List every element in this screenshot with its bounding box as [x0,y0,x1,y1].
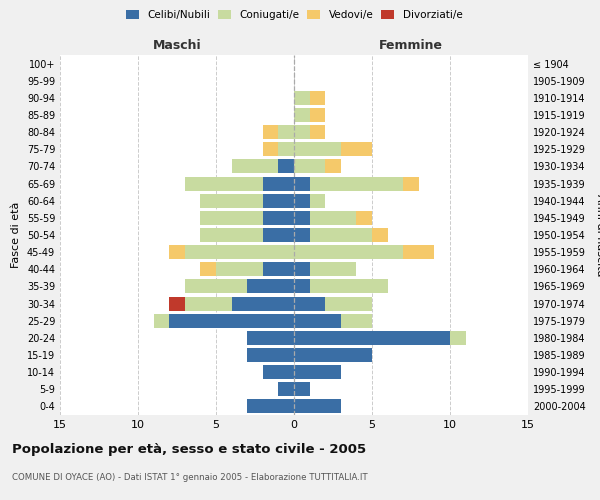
Bar [169,296,185,310]
Bar [169,314,294,328]
Bar [294,142,341,156]
Bar [325,160,341,173]
Bar [450,331,466,345]
Bar [263,125,278,139]
Bar [247,400,294,413]
Bar [294,348,372,362]
Bar [403,245,434,259]
Bar [294,91,310,105]
Bar [294,160,325,173]
Bar [310,194,325,207]
Bar [216,262,263,276]
Bar [294,280,310,293]
Bar [294,125,310,139]
Bar [263,176,294,190]
Text: Maschi: Maschi [152,38,202,52]
Bar [185,280,247,293]
Bar [247,348,294,362]
Bar [200,194,263,207]
Y-axis label: Fasce di età: Fasce di età [11,202,21,268]
Bar [310,262,356,276]
Bar [200,211,263,225]
Bar [185,296,232,310]
Bar [247,331,294,345]
Bar [403,176,419,190]
Bar [310,211,356,225]
Text: Femmine: Femmine [379,38,443,52]
Bar [294,382,310,396]
Bar [263,142,278,156]
Bar [247,280,294,293]
Bar [278,125,294,139]
Bar [185,245,294,259]
Bar [310,280,388,293]
Bar [341,314,372,328]
Bar [185,176,263,190]
Text: COMUNE DI OYACE (AO) - Dati ISTAT 1° gennaio 2005 - Elaborazione TUTTITALIA.IT: COMUNE DI OYACE (AO) - Dati ISTAT 1° gen… [12,472,368,482]
Bar [356,211,372,225]
Bar [294,365,341,379]
Bar [263,211,294,225]
Bar [325,296,372,310]
Bar [294,108,310,122]
Bar [341,142,372,156]
Bar [372,228,388,242]
Bar [310,125,325,139]
Bar [294,331,450,345]
Bar [200,228,263,242]
Bar [294,194,310,207]
Bar [294,176,310,190]
Bar [310,228,372,242]
Bar [294,245,403,259]
Bar [310,176,403,190]
Bar [263,228,294,242]
Bar [310,108,325,122]
Bar [294,296,325,310]
Bar [169,245,185,259]
Bar [263,194,294,207]
Bar [263,262,294,276]
Text: Popolazione per età, sesso e stato civile - 2005: Popolazione per età, sesso e stato civil… [12,442,366,456]
Bar [294,262,310,276]
Bar [278,382,294,396]
Bar [294,228,310,242]
Bar [278,142,294,156]
Bar [278,160,294,173]
Bar [200,262,216,276]
Bar [294,314,341,328]
Bar [294,400,341,413]
Y-axis label: Anni di nascita: Anni di nascita [595,194,600,276]
Bar [310,91,325,105]
Bar [263,365,294,379]
Bar [232,296,294,310]
Bar [154,314,169,328]
Bar [294,211,310,225]
Bar [232,160,278,173]
Legend: Celibi/Nubili, Coniugati/e, Vedovi/e, Divorziati/e: Celibi/Nubili, Coniugati/e, Vedovi/e, Di… [124,8,464,22]
